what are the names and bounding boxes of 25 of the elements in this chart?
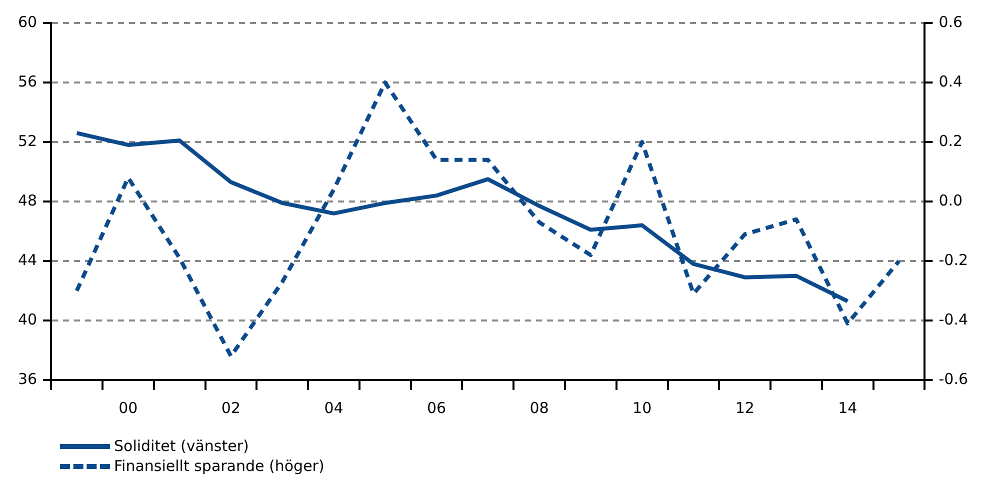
y-tick-label: 44 bbox=[18, 250, 38, 269]
line-series bbox=[74, 80, 902, 358]
y2-tick-label: -0.4 bbox=[938, 310, 968, 328]
y2-tick-label: -0.2 bbox=[938, 250, 968, 269]
legend-label: Soliditet (vänster) bbox=[114, 437, 249, 455]
y-tick-label: 52 bbox=[18, 132, 38, 150]
x-tick-label: 12 bbox=[735, 398, 754, 417]
x-tick-label: 10 bbox=[632, 398, 652, 417]
x-tick-label: 04 bbox=[324, 398, 344, 417]
y-tick-label: 56 bbox=[18, 72, 38, 90]
y2-tick-label: 0.0 bbox=[938, 191, 963, 210]
y-tick-label: 48 bbox=[18, 191, 38, 210]
y2-tick-label: 0.6 bbox=[938, 12, 963, 31]
y-tick-label: 36 bbox=[18, 370, 38, 388]
y2-tick-label: 0.2 bbox=[938, 132, 963, 150]
y2-tick-label: 0.4 bbox=[938, 72, 963, 90]
y-tick-label: 40 bbox=[18, 310, 38, 328]
x-tick-label: 14 bbox=[838, 398, 858, 417]
y-tick-label: 60 bbox=[18, 12, 38, 31]
x-tick-label: 06 bbox=[426, 398, 446, 417]
x-tick-label: 00 bbox=[118, 398, 138, 417]
x-tick-label: 08 bbox=[530, 398, 549, 417]
legend-label: Finansiellt sparande (höger) bbox=[114, 457, 324, 475]
y2-tick-label: -0.6 bbox=[938, 370, 968, 388]
x-tick-label: 02 bbox=[221, 398, 240, 417]
